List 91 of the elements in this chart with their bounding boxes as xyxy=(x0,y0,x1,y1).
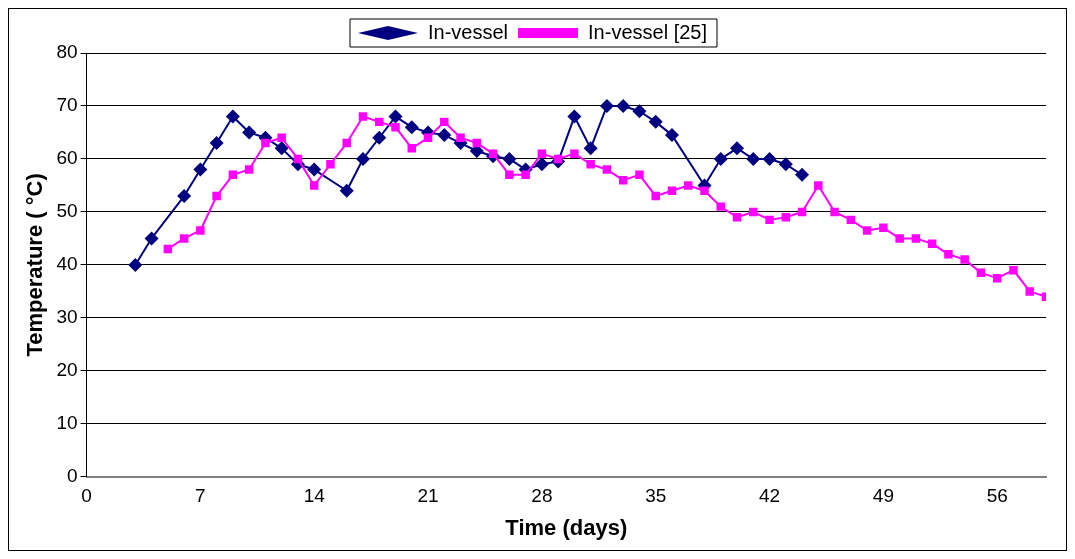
point xyxy=(391,122,400,132)
point xyxy=(599,98,614,113)
point xyxy=(177,189,192,204)
x-tick-label: 35 xyxy=(645,485,667,507)
point xyxy=(683,181,693,190)
point xyxy=(911,234,921,243)
point xyxy=(309,181,319,190)
point xyxy=(749,207,758,217)
point xyxy=(505,170,514,180)
point xyxy=(602,165,612,174)
point xyxy=(521,170,530,180)
point xyxy=(635,170,644,180)
x-tick-label: 42 xyxy=(758,485,781,507)
point xyxy=(586,160,595,169)
point xyxy=(927,239,937,248)
point xyxy=(277,133,286,142)
point xyxy=(895,234,904,243)
point xyxy=(407,144,417,153)
y-tick-label: 70 xyxy=(56,94,78,116)
y-tick-label: 80 xyxy=(56,41,78,63)
point xyxy=(212,191,221,201)
point xyxy=(261,138,270,148)
y-axis-title: Temperature ( °C) xyxy=(22,173,48,357)
x-tick-label: 21 xyxy=(417,485,439,507)
point xyxy=(196,226,205,235)
point xyxy=(583,141,598,156)
point xyxy=(651,191,660,201)
point xyxy=(730,141,745,156)
point xyxy=(537,149,547,158)
point xyxy=(700,186,709,195)
legend-label: In-vessel xyxy=(428,20,509,43)
x-axis-title: Time (days) xyxy=(505,514,628,540)
point xyxy=(765,215,774,225)
y-tick-label: 30 xyxy=(56,306,78,328)
x-tick-label: 56 xyxy=(986,485,1008,507)
point xyxy=(339,183,354,198)
point xyxy=(242,125,257,140)
point xyxy=(762,151,777,166)
point xyxy=(440,117,449,127)
point xyxy=(372,130,387,145)
point xyxy=(404,120,419,135)
x-tick-label: 28 xyxy=(531,485,553,507)
point xyxy=(567,109,582,124)
point xyxy=(209,136,224,151)
point xyxy=(713,151,728,166)
point xyxy=(342,138,351,148)
point xyxy=(1025,287,1034,296)
point xyxy=(274,141,289,156)
y-tick-label: 60 xyxy=(56,147,78,169)
point xyxy=(144,231,159,246)
x-tick-label: 49 xyxy=(872,485,894,507)
point xyxy=(778,157,793,172)
point xyxy=(716,202,725,211)
y-tick-label: 0 xyxy=(66,465,78,487)
point xyxy=(358,112,368,121)
point xyxy=(179,234,189,243)
point xyxy=(570,149,579,158)
point xyxy=(814,181,823,190)
point xyxy=(944,250,953,259)
point xyxy=(437,128,452,143)
point xyxy=(879,223,888,233)
point xyxy=(502,151,517,166)
point xyxy=(244,165,254,174)
point xyxy=(456,133,465,142)
point xyxy=(632,104,647,119)
point xyxy=(1009,265,1018,275)
y-tick-label: 40 xyxy=(56,253,78,275)
point xyxy=(355,151,370,166)
point xyxy=(664,128,679,143)
point xyxy=(795,167,810,182)
point xyxy=(193,162,208,177)
x-tick-label: 0 xyxy=(81,485,92,507)
y-tick-label: 50 xyxy=(56,200,78,222)
point xyxy=(648,114,663,129)
point xyxy=(862,226,872,235)
point xyxy=(388,109,403,124)
point xyxy=(307,162,322,177)
point xyxy=(225,109,240,124)
point xyxy=(830,207,839,217)
point xyxy=(534,157,549,172)
y-tick-label: 20 xyxy=(56,359,78,381)
point xyxy=(128,257,143,272)
y-tick-label: 10 xyxy=(56,412,78,434)
point xyxy=(960,255,969,264)
legend-label: In-vessel [25] xyxy=(588,20,707,43)
point xyxy=(616,98,631,113)
x-tick-label: 14 xyxy=(303,485,326,507)
point xyxy=(746,151,761,166)
x-tick-label: 7 xyxy=(195,485,206,507)
point xyxy=(667,186,677,195)
point xyxy=(326,160,335,169)
